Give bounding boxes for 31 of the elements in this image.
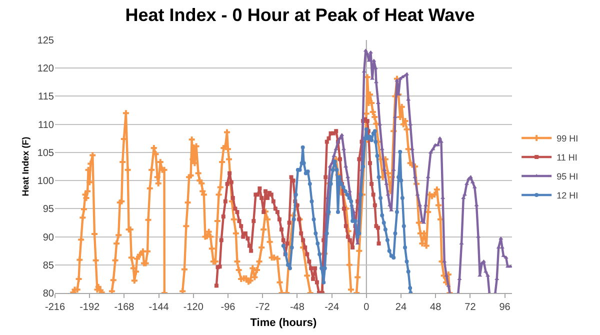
y-tick-label: 95 xyxy=(42,204,54,216)
y-tick-label: 105 xyxy=(37,148,54,159)
x-tick-label: -120 xyxy=(183,302,204,313)
legend-label: 95 HI xyxy=(556,172,578,182)
x-tick-label: 48 xyxy=(430,302,442,313)
legend-label: 11 HI xyxy=(556,152,578,163)
y-tick-label: 85 xyxy=(42,260,54,272)
x-tick-label: -168 xyxy=(114,302,135,313)
x-tick-label: -72 xyxy=(255,302,270,313)
y-tick-label: 115 xyxy=(38,92,54,103)
x-tick-label: -48 xyxy=(290,302,305,313)
x-tick-label: -144 xyxy=(148,302,170,313)
chart-title: Heat Index - 0 Hour at Peak of Heat Wave xyxy=(125,4,475,25)
x-axis-title: Time (hours) xyxy=(250,317,318,330)
x-tick-label: 96 xyxy=(499,302,511,313)
legend-label: 99 HI xyxy=(556,134,578,144)
y-tick-label: 90 xyxy=(42,232,54,244)
x-tick-label: -216 xyxy=(44,302,66,313)
y-axis-title: Heat Index (F) xyxy=(20,136,31,196)
y-tick-label: 80 xyxy=(42,288,54,300)
x-tick-label: -96 xyxy=(220,302,236,313)
y-tick-label: 125 xyxy=(37,36,54,46)
x-tick-label: 24 xyxy=(395,302,407,313)
x-tick-label: -24 xyxy=(324,302,340,313)
y-tick-label: 100 xyxy=(37,176,54,188)
x-tick-label: 0 xyxy=(364,302,370,313)
x-tick-label: 72 xyxy=(464,302,476,313)
x-tick-label: -192 xyxy=(80,302,100,313)
y-tick-label: 110 xyxy=(38,120,54,131)
y-tick-label: 120 xyxy=(37,64,54,75)
legend-label: 12 HI xyxy=(556,190,578,201)
